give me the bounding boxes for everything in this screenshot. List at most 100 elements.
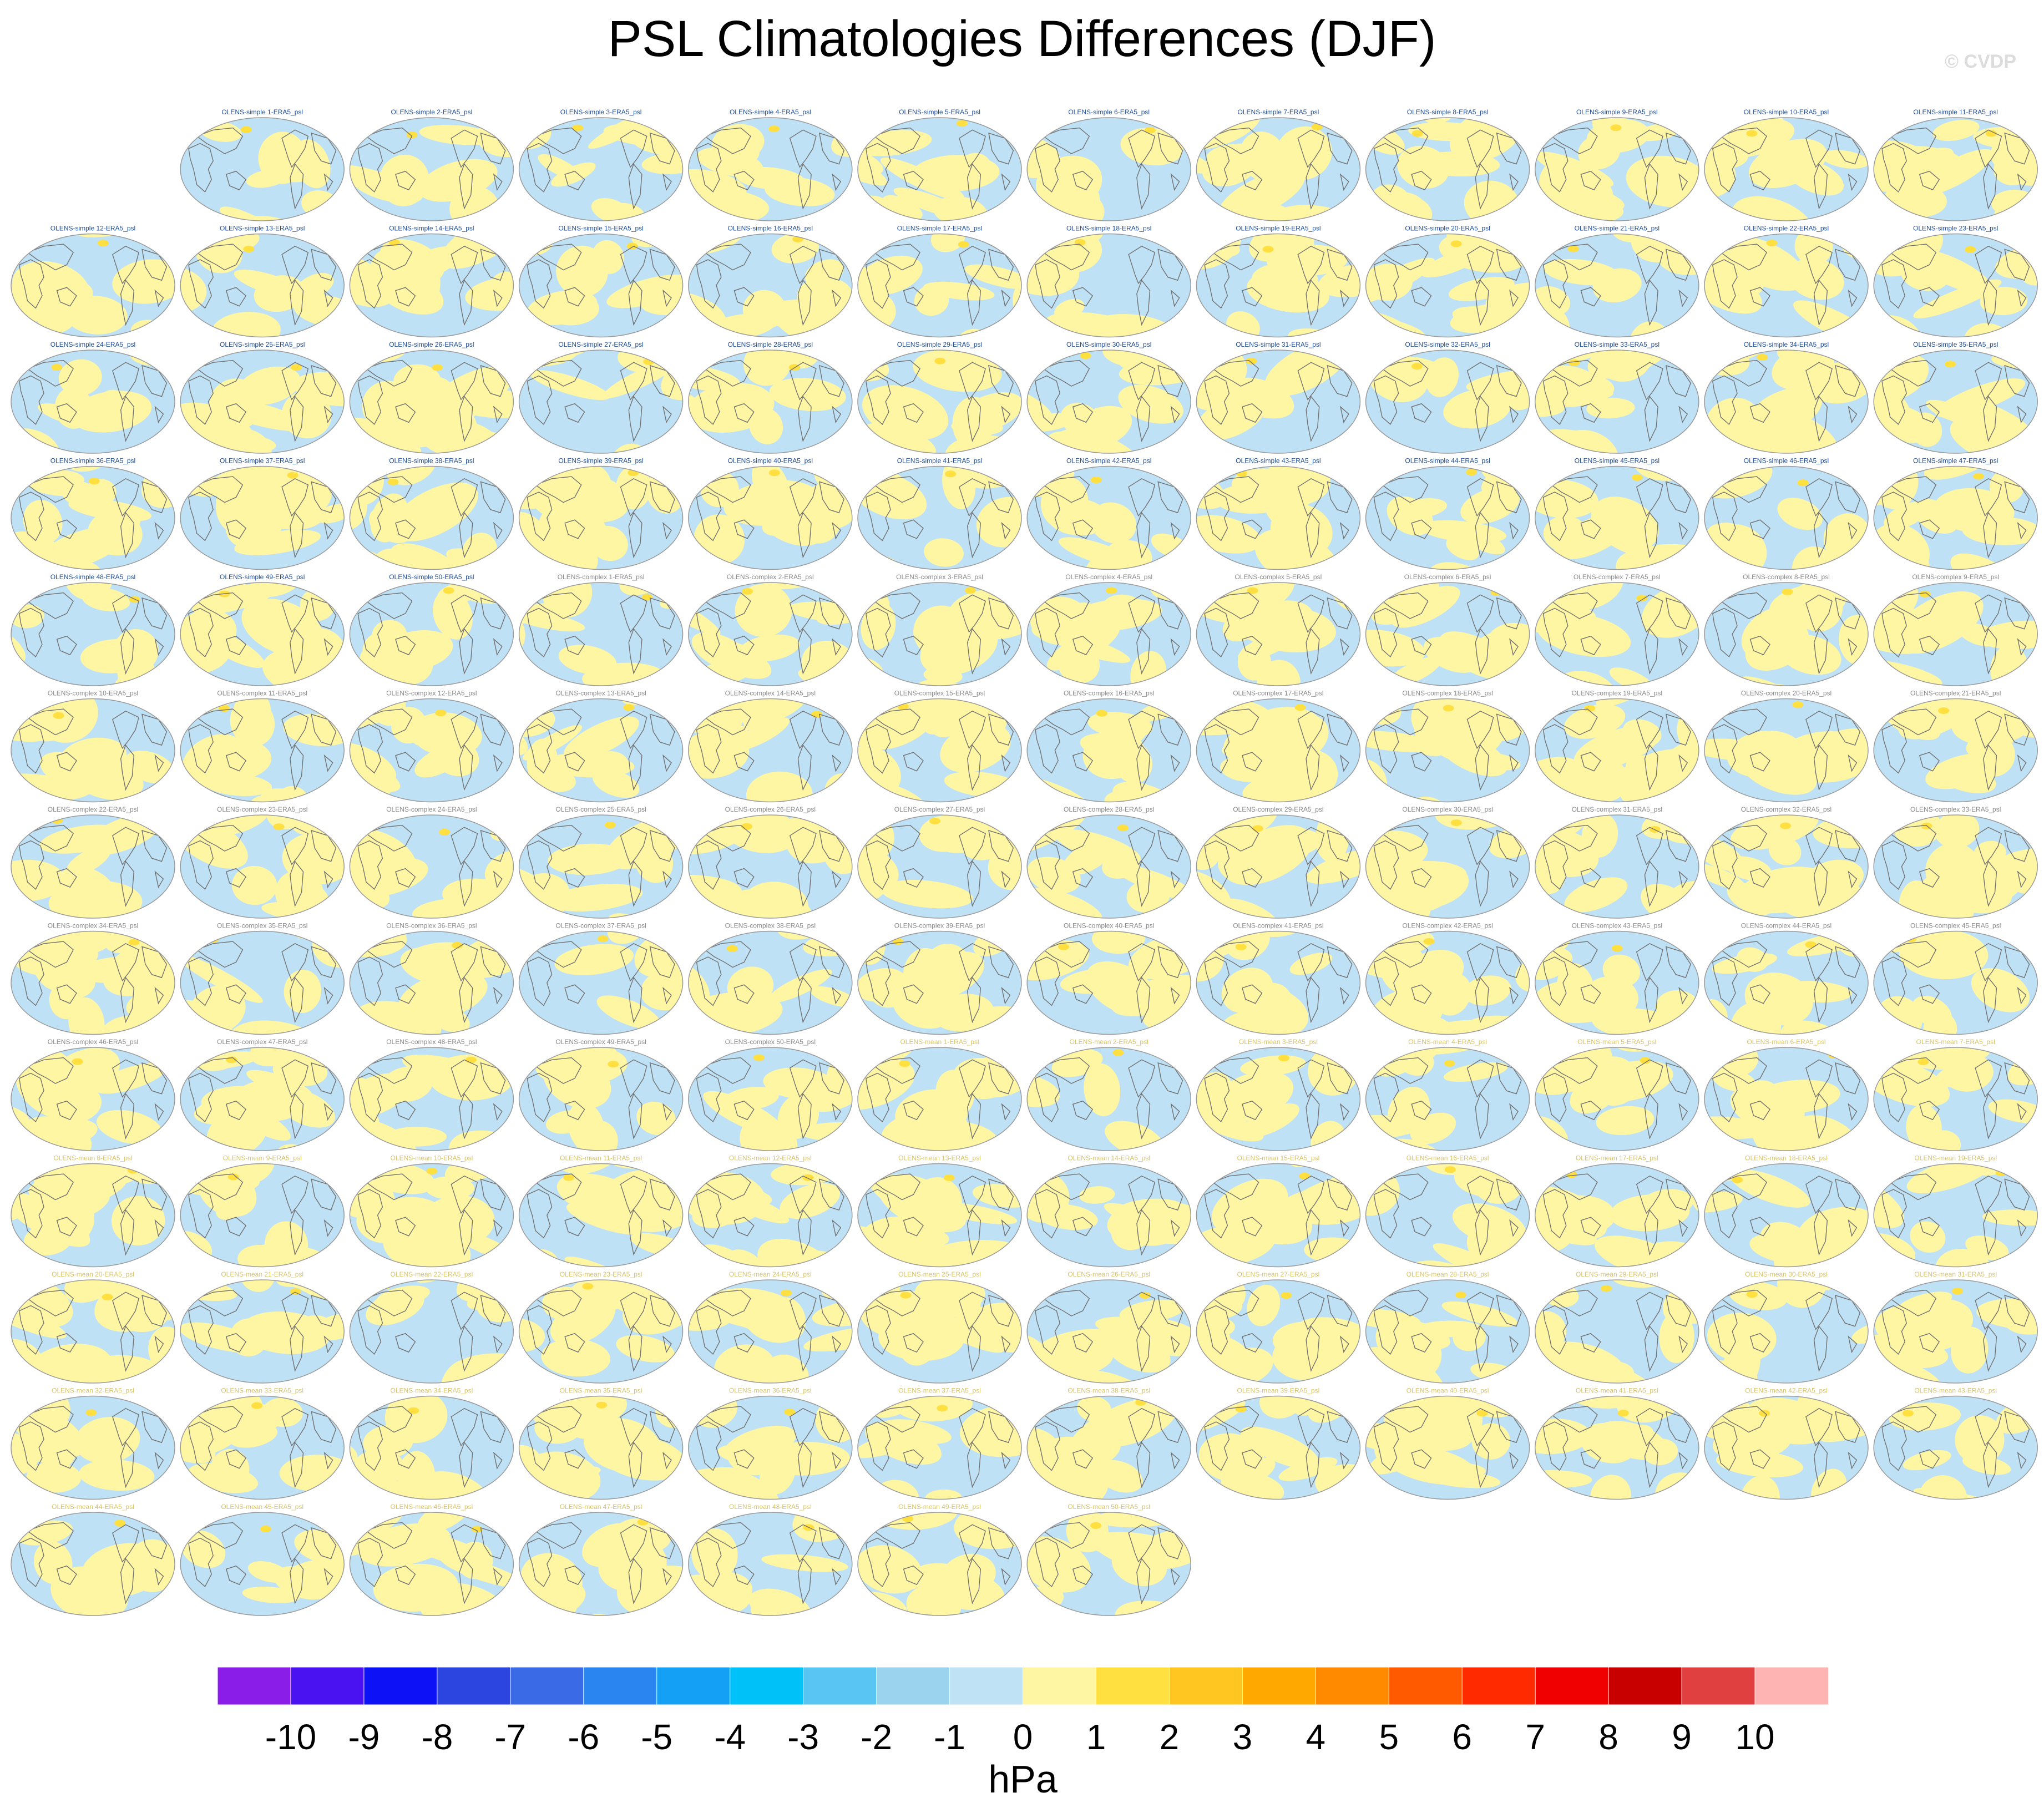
map-panel: OLENS-mean 17-ERA5_psl xyxy=(1535,1154,1699,1268)
panel-label: OLENS-mean 34-ERA5_psl xyxy=(391,1387,473,1395)
map-panel: OLENS-mean 33-ERA5_psl xyxy=(180,1387,345,1500)
map-panel: OLENS-complex 42-ERA5_psl xyxy=(1365,922,1530,1035)
panel-label: OLENS-simple 29-ERA5_psl xyxy=(897,341,982,348)
panel-label: OLENS-simple 13-ERA5_psl xyxy=(220,225,305,232)
panel-label: OLENS-mean 18-ERA5_psl xyxy=(1745,1154,1828,1162)
map-panel: OLENS-mean 40-ERA5_psl xyxy=(1365,1387,1530,1500)
map-panel: OLENS-simple 11-ERA5_psl xyxy=(1873,108,2038,221)
panel-label: OLENS-simple 12-ERA5_psl xyxy=(50,225,135,232)
panel-label: OLENS-complex 15-ERA5_psl xyxy=(894,690,985,697)
map-panel: OLENS-mean 50-ERA5_psl xyxy=(1026,1503,1191,1616)
map-panel: OLENS-complex 10-ERA5_psl xyxy=(11,690,175,803)
panel-label: OLENS-complex 4-ERA5_psl xyxy=(1065,573,1152,581)
map-panel: OLENS-mean 37-ERA5_psl xyxy=(857,1387,1022,1500)
panel-label: OLENS-mean 47-ERA5_psl xyxy=(560,1503,642,1511)
colorbar-tick-label: 1 xyxy=(1086,1717,1106,1757)
panel-label: OLENS-complex 26-ERA5_psl xyxy=(725,806,816,813)
map-panel: OLENS-simple 49-ERA5_psl xyxy=(180,573,345,686)
map-panel: OLENS-mean 8-ERA5_psl xyxy=(11,1154,175,1268)
panel-label: OLENS-mean 30-ERA5_psl xyxy=(1745,1270,1828,1278)
map-panel: OLENS-simple 26-ERA5_psl xyxy=(349,341,514,454)
panel-label: OLENS-complex 47-ERA5_psl xyxy=(217,1038,307,1046)
panel-label: OLENS-complex 33-ERA5_psl xyxy=(1910,806,2001,813)
panel-label: OLENS-complex 25-ERA5_psl xyxy=(555,806,646,813)
panel-label: OLENS-complex 12-ERA5_psl xyxy=(386,690,477,697)
map-panel: OLENS-complex 22-ERA5_psl xyxy=(11,806,175,919)
colorbar-swatch xyxy=(583,1667,657,1705)
map-panel: OLENS-simple 43-ERA5_psl xyxy=(1196,457,1361,570)
colorbar-swatch xyxy=(510,1667,584,1705)
colorbar-swatch xyxy=(363,1667,438,1705)
panel-label: OLENS-mean 7-ERA5_psl xyxy=(1916,1038,1995,1046)
panel-label: OLENS-mean 22-ERA5_psl xyxy=(391,1270,473,1278)
map-panel: OLENS-mean 39-ERA5_psl xyxy=(1196,1387,1361,1500)
colorbar-tick-label: -3 xyxy=(787,1717,819,1757)
panel-label: OLENS-simple 39-ERA5_psl xyxy=(558,457,643,465)
map-panel: OLENS-mean 41-ERA5_psl xyxy=(1535,1387,1699,1500)
colorbar-tick-label: -8 xyxy=(421,1717,453,1757)
map-panel: OLENS-complex 20-ERA5_psl xyxy=(1704,690,1869,803)
map-panel: OLENS-mean 44-ERA5_psl xyxy=(11,1503,175,1616)
colorbar-swatch xyxy=(1315,1667,1390,1705)
panel-label: OLENS-simple 27-ERA5_psl xyxy=(558,341,643,348)
map-panel: OLENS-simple 25-ERA5_psl xyxy=(180,341,345,454)
panel-label: OLENS-complex 29-ERA5_psl xyxy=(1233,806,1323,813)
map-panel: OLENS-complex 46-ERA5_psl xyxy=(11,1038,175,1151)
panel-label: OLENS-simple 41-ERA5_psl xyxy=(897,457,982,465)
panel-label: OLENS-simple 17-ERA5_psl xyxy=(897,225,982,232)
panel-label: OLENS-simple 42-ERA5_psl xyxy=(1066,457,1151,465)
map-panel: OLENS-simple 3-ERA5_psl xyxy=(518,108,684,221)
panel-label: OLENS-complex 50-ERA5_psl xyxy=(725,1038,816,1046)
panel-label: OLENS-simple 38-ERA5_psl xyxy=(389,457,474,465)
panel-label: OLENS-complex 6-ERA5_psl xyxy=(1404,573,1491,581)
panel-label: OLENS-simple 18-ERA5_psl xyxy=(1066,225,1151,232)
panel-label: OLENS-simple 6-ERA5_psl xyxy=(1068,108,1150,116)
panel-label: OLENS-mean 11-ERA5_psl xyxy=(560,1154,642,1162)
panel-label: OLENS-mean 42-ERA5_psl xyxy=(1745,1387,1828,1395)
map-panel: OLENS-simple 39-ERA5_psl xyxy=(518,457,684,570)
map-panel: OLENS-mean 1-ERA5_psl xyxy=(857,1038,1022,1151)
colorbar-tick-label: -10 xyxy=(265,1717,317,1757)
panel-label: OLENS-mean 28-ERA5_psl xyxy=(1406,1270,1489,1278)
panel-label: OLENS-simple 50-ERA5_psl xyxy=(389,573,474,581)
panel-label: OLENS-complex 9-ERA5_psl xyxy=(1912,573,1999,581)
chart-title: PSL Climatologies Differences (DJF) xyxy=(608,11,1436,67)
panel-label: OLENS-mean 8-ERA5_psl xyxy=(53,1154,132,1162)
colorbar-swatch xyxy=(437,1667,511,1705)
panel-label: OLENS-complex 8-ERA5_psl xyxy=(1743,573,1830,581)
panel-label: OLENS-complex 42-ERA5_psl xyxy=(1402,922,1492,930)
colorbar-tick-label: -1 xyxy=(934,1717,965,1757)
map-panel: OLENS-simple 47-ERA5_psl xyxy=(1873,457,2038,570)
panel-label: OLENS-mean 15-ERA5_psl xyxy=(1237,1154,1320,1162)
colorbar-tick-label: -7 xyxy=(494,1717,526,1757)
map-panel: OLENS-complex 18-ERA5_psl xyxy=(1365,690,1530,803)
panel-label: OLENS-mean 12-ERA5_psl xyxy=(729,1154,812,1162)
map-panel: OLENS-complex 3-ERA5_psl xyxy=(857,573,1022,686)
panel-label: OLENS-mean 1-ERA5_psl xyxy=(900,1038,979,1046)
panel-label: OLENS-mean 13-ERA5_psl xyxy=(898,1154,981,1162)
panel-label: OLENS-complex 1-ERA5_psl xyxy=(558,573,645,581)
panel-label: OLENS-complex 48-ERA5_psl xyxy=(386,1038,477,1046)
panel-label: OLENS-simple 33-ERA5_psl xyxy=(1575,341,1660,348)
panel-label: OLENS-simple 19-ERA5_psl xyxy=(1236,225,1320,232)
panel-label: OLENS-mean 5-ERA5_psl xyxy=(1577,1038,1656,1046)
map-panel: OLENS-mean 27-ERA5_psl xyxy=(1196,1270,1361,1384)
colorbar-swatch xyxy=(1095,1667,1170,1705)
panel-label: OLENS-mean 26-ERA5_psl xyxy=(1067,1270,1150,1278)
panel-label: OLENS-simple 32-ERA5_psl xyxy=(1405,341,1490,348)
panel-label: OLENS-mean 21-ERA5_psl xyxy=(221,1270,303,1278)
panel-label: OLENS-simple 9-ERA5_psl xyxy=(1576,108,1658,116)
panel-label: OLENS-mean 38-ERA5_psl xyxy=(1067,1387,1150,1395)
panel-label: OLENS-mean 46-ERA5_psl xyxy=(391,1503,473,1511)
panel-label: OLENS-simple 7-ERA5_psl xyxy=(1238,108,1319,116)
map-panel: OLENS-simple 12-ERA5_psl xyxy=(11,225,175,338)
map-panel: OLENS-complex 24-ERA5_psl xyxy=(349,806,514,919)
map-panel: OLENS-mean 32-ERA5_psl xyxy=(11,1387,175,1500)
panel-label: OLENS-simple 25-ERA5_psl xyxy=(220,341,305,348)
map-panel: OLENS-mean 25-ERA5_psl xyxy=(857,1270,1022,1384)
panel-label: OLENS-mean 23-ERA5_psl xyxy=(560,1270,642,1278)
panel-label: OLENS-simple 21-ERA5_psl xyxy=(1575,225,1660,232)
panel-label: OLENS-complex 40-ERA5_psl xyxy=(1064,922,1154,930)
panel-label: OLENS-simple 4-ERA5_psl xyxy=(730,108,811,116)
map-panel: OLENS-simple 5-ERA5_psl xyxy=(857,108,1022,221)
